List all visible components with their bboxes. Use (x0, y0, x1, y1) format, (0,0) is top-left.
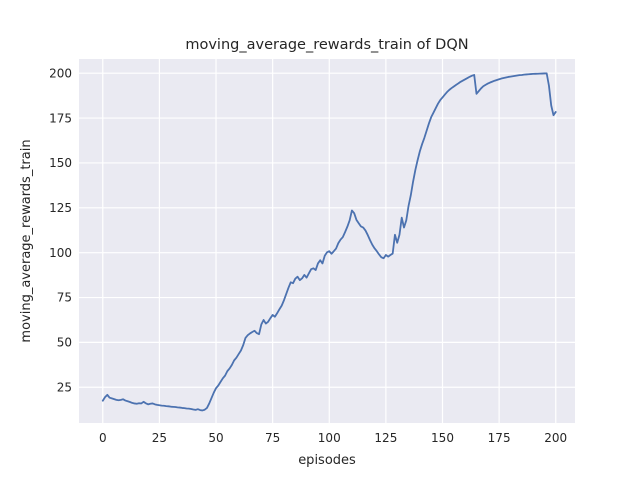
tick-label: 125 (49, 201, 72, 215)
y-tick-labels: 25 50 75 100 125 150 175 200 (49, 66, 72, 394)
tick-label: 50 (57, 336, 72, 350)
plot-area (79, 59, 575, 423)
chart-title: moving_average_rewards_train of DQN (185, 37, 468, 53)
x-axis-label: episodes (298, 453, 356, 468)
tick-label: 200 (49, 66, 72, 80)
tick-label: 175 (488, 431, 511, 445)
reward-line-series (101, 72, 557, 412)
tick-label: 150 (49, 156, 72, 170)
tick-label: 100 (318, 431, 341, 445)
tick-label: 75 (265, 431, 280, 445)
grid-lines (79, 59, 575, 423)
tick-label: 100 (49, 246, 72, 260)
x-tick-labels: 0 25 50 75 100 125 150 175 200 (99, 431, 567, 445)
tick-label: 150 (431, 431, 454, 445)
tick-label: 0 (99, 431, 107, 445)
tick-label: 25 (152, 431, 167, 445)
tick-label: 75 (57, 291, 72, 305)
y-axis-label: moving_average_rewards_train (19, 139, 34, 342)
tick-label: 200 (544, 431, 567, 445)
tick-label: 50 (208, 431, 223, 445)
tick-label: 125 (374, 431, 397, 445)
tick-label: 25 (57, 380, 72, 394)
tick-label: 175 (49, 111, 72, 125)
